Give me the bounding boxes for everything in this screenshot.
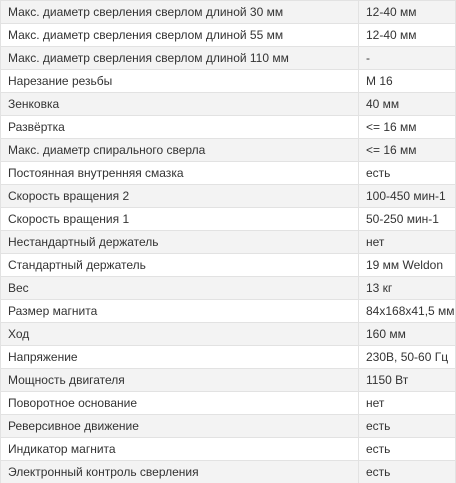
spec-name: Макс. диаметр сверления сверлом длиной 3… [0,0,359,24]
spec-name: Макс. диаметр сверления сверлом длиной 1… [0,46,359,70]
spec-value: - [358,46,456,70]
spec-name: Ход [0,322,359,346]
spec-row: Электронный контроль сверления есть [0,460,456,483]
spec-row: Ход 160 мм [0,322,456,346]
spec-name: Зенковка [0,92,359,116]
spec-name: Макс. диаметр сверления сверлом длиной 5… [0,23,359,47]
spec-row: Развёртка <= 16 мм [0,115,456,139]
spec-row: Мощность двигателя 1150 Вт [0,368,456,392]
spec-name: Вес [0,276,359,300]
spec-value: нет [358,230,456,254]
spec-name: Мощность двигателя [0,368,359,392]
spec-row: Напряжение 230В, 50-60 Гц [0,345,456,369]
spec-value: <= 16 мм [358,138,456,162]
spec-name: Развёртка [0,115,359,139]
spec-value: 40 мм [358,92,456,116]
spec-value: есть [358,161,456,185]
spec-value: 12-40 мм [358,0,456,24]
spec-row: Реверсивное движение есть [0,414,456,438]
spec-value: 230В, 50-60 Гц [358,345,456,369]
spec-row: Индикатор магнита есть [0,437,456,461]
spec-name: Напряжение [0,345,359,369]
spec-name: Постоянная внутренняя смазка [0,161,359,185]
spec-name: Поворотное основание [0,391,359,415]
spec-value: 19 мм Weldon [358,253,456,277]
spec-row: Вес 13 кг [0,276,456,300]
spec-row: Макс. диаметр сверления сверлом длиной 1… [0,46,456,70]
spec-name: Электронный контроль сверления [0,460,359,483]
spec-value: 84x168x41,5 мм [358,299,456,323]
spec-value: M 16 [358,69,456,93]
spec-name: Скорость вращения 1 [0,207,359,231]
spec-value: <= 16 мм [358,115,456,139]
spec-name: Реверсивное движение [0,414,359,438]
spec-row: Зенковка 40 мм [0,92,456,116]
spec-value: 1150 Вт [358,368,456,392]
spec-name: Размер магнита [0,299,359,323]
spec-value: нет [358,391,456,415]
spec-name: Индикатор магнита [0,437,359,461]
spec-name: Макс. диаметр спирального сверла [0,138,359,162]
spec-name: Нестандартный держатель [0,230,359,254]
spec-row: Скорость вращения 1 50-250 мин-1 [0,207,456,231]
spec-row: Размер магнита 84x168x41,5 мм [0,299,456,323]
spec-name: Скорость вращения 2 [0,184,359,208]
spec-value: 160 мм [358,322,456,346]
spec-name: Стандартный держатель [0,253,359,277]
spec-value: 13 кг [358,276,456,300]
spec-row: Нарезание резьбы M 16 [0,69,456,93]
spec-row: Поворотное основание нет [0,391,456,415]
spec-row: Нестандартный держатель нет [0,230,456,254]
spec-row: Стандартный держатель 19 мм Weldon [0,253,456,277]
spec-value: есть [358,460,456,483]
spec-value: 100-450 мин-1 [358,184,456,208]
spec-name: Нарезание резьбы [0,69,359,93]
spec-value: 50-250 мин-1 [358,207,456,231]
spec-value: 12-40 мм [358,23,456,47]
spec-value: есть [358,437,456,461]
spec-row: Макс. диаметр спирального сверла <= 16 мм [0,138,456,162]
spec-row: Постоянная внутренняя смазка есть [0,161,456,185]
spec-row: Макс. диаметр сверления сверлом длиной 3… [0,0,456,24]
spec-row: Скорость вращения 2 100-450 мин-1 [0,184,456,208]
spec-row: Макс. диаметр сверления сверлом длиной 5… [0,23,456,47]
spec-value: есть [358,414,456,438]
